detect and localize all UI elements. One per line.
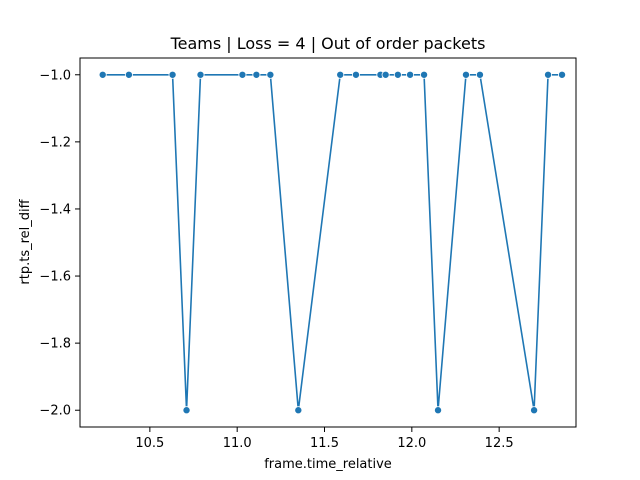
data-point bbox=[420, 70, 429, 79]
y-axis: −1.0 −1.2 −1.4 −1.6 −1.8 −2.0 bbox=[39, 68, 80, 419]
y-tick-label: −1.4 bbox=[39, 202, 71, 217]
data-point bbox=[168, 70, 177, 79]
y-tick-label: −1.0 bbox=[39, 68, 71, 83]
x-tick-label: 12.0 bbox=[397, 436, 426, 451]
chart-title: Teams | Loss = 4 | Out of order packets bbox=[170, 34, 486, 53]
y-axis-label: rtp.ts_rel_diff bbox=[18, 198, 33, 284]
x-axis: 10.5 11.0 11.5 12.0 12.5 bbox=[135, 427, 514, 451]
data-point bbox=[238, 70, 247, 79]
data-point bbox=[434, 406, 443, 415]
y-tick-label: −1.6 bbox=[39, 270, 71, 285]
data-point bbox=[124, 70, 133, 79]
x-tick-label: 11.5 bbox=[310, 436, 339, 451]
x-tick-label: 11.0 bbox=[223, 436, 252, 451]
data-point bbox=[98, 70, 107, 79]
data-point bbox=[558, 70, 567, 79]
plot-frame bbox=[79, 57, 577, 428]
y-tick-label: −1.8 bbox=[39, 337, 71, 352]
data-point bbox=[252, 70, 261, 79]
data-point bbox=[475, 70, 484, 79]
plot-area bbox=[79, 57, 577, 428]
y-tick-label: −2.0 bbox=[39, 404, 71, 419]
x-axis-label: frame.time_relative bbox=[264, 457, 392, 472]
data-point bbox=[351, 70, 360, 79]
data-point bbox=[294, 406, 303, 415]
data-point bbox=[381, 70, 390, 79]
data-point bbox=[461, 70, 470, 79]
data-point bbox=[406, 70, 415, 79]
data-point bbox=[544, 70, 553, 79]
data-point bbox=[266, 70, 275, 79]
x-tick-label: 12.5 bbox=[485, 436, 514, 451]
data-point bbox=[336, 70, 345, 79]
data-point bbox=[182, 406, 191, 415]
data-point bbox=[196, 70, 205, 79]
series-line bbox=[102, 73, 563, 412]
data-point bbox=[530, 406, 539, 415]
series-layer bbox=[98, 70, 567, 415]
y-tick-label: −1.2 bbox=[39, 135, 71, 150]
data-point bbox=[393, 70, 402, 79]
x-tick-label: 10.5 bbox=[135, 436, 164, 451]
